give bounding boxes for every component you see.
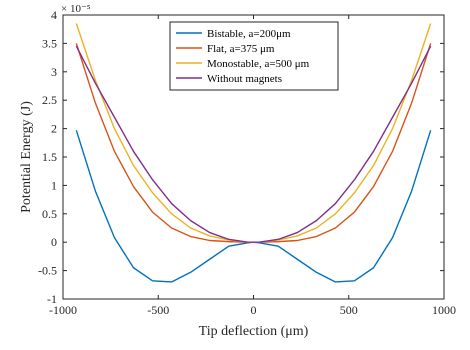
legend-label: Bistable, a=200μm: [207, 28, 291, 40]
x-tick-label: -1000: [49, 303, 77, 317]
y-axis-exponent-label: × 10⁻⁵: [61, 3, 91, 15]
x-tick-label: 1000: [432, 303, 456, 317]
x-tick-label: 0: [251, 303, 257, 317]
y-tick-label: -1: [47, 292, 57, 306]
y-tick-label: 3.5: [42, 36, 57, 50]
x-tick-label: -500: [147, 303, 169, 317]
y-tick-label: 2: [51, 122, 57, 136]
legend-label: Without magnets: [207, 73, 282, 85]
axis-ticks: -1000 -500 0 500 1000 -1 -0.5 0 0.5 1 1.5 2 2.5 3 3.5 4: [38, 8, 456, 317]
y-tick-label: 2.5: [42, 93, 57, 107]
y-axis-title: Potential Energy (J): [19, 101, 34, 213]
x-axis-title: Tip deflection (μm): [199, 324, 309, 339]
legend: Bistable, a=200μm Flat, a=375 μm Monostabl…: [169, 21, 339, 91]
y-tick-label: 1: [51, 178, 57, 192]
series-lines: [75, 23, 432, 283]
legend-label: Flat, a=375 μm: [207, 43, 275, 55]
y-tick-label: 0: [51, 235, 57, 249]
x-tick-label: 500: [340, 303, 358, 317]
y-tick-label: 4: [51, 8, 57, 22]
y-tick-label: 3: [51, 65, 57, 79]
y-tick-label: -0.5: [38, 264, 57, 278]
legend-label: Monostable, a=500 μm: [207, 58, 310, 70]
series-line-4: [75, 45, 432, 243]
y-tick-label: 1.5: [42, 150, 57, 164]
y-tick-label: 0.5: [42, 207, 57, 221]
